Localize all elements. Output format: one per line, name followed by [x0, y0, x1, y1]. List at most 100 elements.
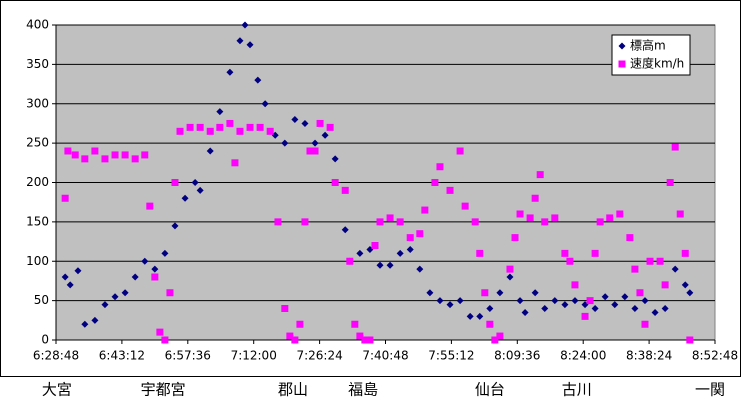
point: [254, 76, 262, 84]
point: [161, 249, 169, 257]
point: [356, 332, 364, 340]
y-tick-label: 100: [26, 254, 49, 268]
point: [101, 155, 109, 163]
point: [141, 151, 149, 159]
point: [486, 320, 494, 328]
point: [176, 127, 184, 135]
point: [91, 147, 99, 155]
point: [526, 214, 534, 222]
point: [231, 159, 239, 167]
point: [396, 249, 404, 257]
point: [551, 214, 559, 222]
legend-label: 速度km/h: [630, 56, 684, 71]
point: [301, 218, 309, 226]
point: [161, 336, 169, 344]
station-label: 一関: [695, 381, 725, 399]
point: [561, 301, 569, 309]
point: [186, 123, 194, 131]
point: [346, 257, 354, 265]
point: [206, 127, 214, 135]
point: [274, 218, 282, 226]
point: [481, 289, 489, 297]
station-label: 仙台: [475, 381, 505, 399]
point: [236, 127, 244, 135]
point: [681, 249, 689, 257]
point: [561, 249, 569, 257]
point: [641, 320, 649, 328]
point: [156, 328, 164, 336]
point: [226, 68, 234, 76]
x-tick-label: 7:26:24: [296, 349, 342, 363]
point: [331, 179, 339, 186]
point: [306, 147, 314, 155]
point: [516, 297, 524, 305]
legend-marker: [618, 60, 626, 68]
y-tick-label: 250: [26, 136, 49, 150]
point: [541, 218, 549, 226]
legend-marker: [618, 42, 626, 50]
point: [476, 249, 484, 257]
point: [641, 297, 649, 305]
point: [456, 297, 464, 305]
point: [426, 289, 434, 297]
point: [581, 312, 589, 320]
point: [216, 123, 224, 131]
station-label: 大宮: [42, 381, 72, 399]
point: [141, 257, 149, 265]
point: [131, 273, 139, 281]
point: [206, 147, 214, 155]
point: [596, 218, 604, 226]
point: [586, 297, 594, 305]
point: [371, 242, 379, 249]
point: [506, 265, 514, 273]
station-label: 宇都宮: [141, 381, 186, 399]
point: [291, 336, 299, 344]
point: [71, 151, 79, 159]
point: [81, 320, 89, 328]
y-tick-label: 50: [34, 293, 49, 307]
x-tick-label: 7:12:00: [231, 349, 277, 363]
point: [496, 332, 504, 340]
point: [281, 305, 289, 312]
station-label: 古川: [562, 381, 592, 399]
point: [661, 305, 669, 312]
point: [646, 257, 654, 265]
point: [81, 155, 89, 163]
y-tick-label: 300: [26, 96, 49, 110]
point: [531, 194, 539, 202]
point: [281, 139, 289, 147]
point: [101, 301, 109, 309]
point: [471, 218, 479, 226]
point: [166, 289, 174, 297]
point: [636, 289, 644, 297]
point: [631, 265, 639, 273]
point: [236, 37, 244, 45]
point: [64, 147, 72, 155]
point: [491, 336, 499, 344]
point: [151, 265, 159, 273]
point: [686, 289, 694, 297]
point: [326, 123, 334, 131]
point: [316, 119, 324, 127]
point: [246, 123, 254, 131]
point: [626, 234, 634, 242]
x-tick-label: 7:40:48: [362, 349, 408, 363]
point: [461, 202, 469, 210]
point: [591, 249, 599, 257]
point: [431, 179, 439, 186]
point: [256, 123, 264, 131]
point: [196, 186, 204, 194]
point: [476, 312, 484, 320]
point: [406, 234, 414, 242]
point: [216, 108, 224, 116]
point: [291, 116, 299, 123]
point: [601, 293, 609, 301]
station-label: 福島: [348, 381, 378, 399]
x-tick-label: 8:38:24: [626, 349, 672, 363]
point: [521, 308, 529, 316]
point: [246, 41, 254, 49]
point: [386, 261, 394, 269]
station-label: 郡山: [278, 381, 308, 399]
y-tick-label: 400: [26, 18, 49, 32]
point: [591, 305, 599, 312]
